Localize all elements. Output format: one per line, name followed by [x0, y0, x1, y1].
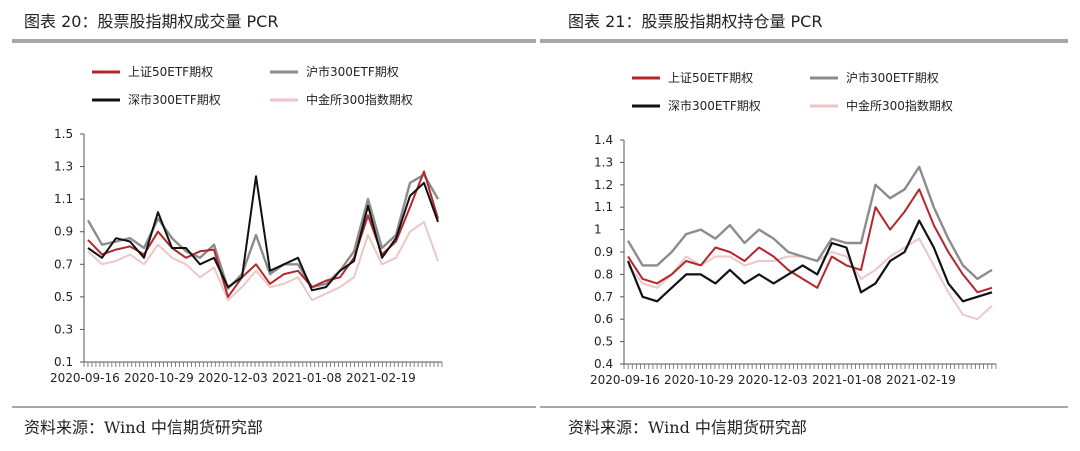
- source-note: 资料来源：Wind 中信期货研究部: [568, 418, 807, 437]
- x-tick-label: 2021-02-19: [346, 371, 416, 385]
- y-tick-label: 1.4: [594, 133, 613, 147]
- y-tick-label: 0.5: [54, 290, 73, 304]
- series-line: [87, 175, 439, 292]
- legend-item: 深市300ETF期权: [92, 92, 221, 107]
- legend-item: 沪市300ETF期权: [270, 64, 399, 79]
- y-tick-label: 0.7: [54, 257, 73, 271]
- legend-item: 上证50ETF期权: [92, 65, 213, 79]
- y-tick-label: 0.8: [594, 267, 613, 281]
- x-tick-label: 2021-02-19: [886, 373, 956, 387]
- chart-title: 图表 21：股票股指期权持仓量 PCR: [568, 12, 823, 31]
- y-tick-label: 0.5: [594, 335, 613, 349]
- legend-label: 沪市300ETF期权: [846, 70, 939, 85]
- y-tick-label: 1.1: [594, 200, 613, 214]
- y-tick-label: 1.3: [594, 155, 613, 169]
- source-note: 资料来源：Wind 中信期货研究部: [24, 418, 263, 437]
- series-line: [626, 219, 993, 303]
- x-tick-label: 2020-10-29: [664, 373, 734, 387]
- x-tick-label: 2020-09-16: [590, 373, 660, 387]
- y-tick-label: 0.7: [594, 290, 613, 304]
- y-tick-label: 0.9: [54, 225, 73, 239]
- series-line: [626, 165, 993, 281]
- y-tick-label: 0.3: [54, 322, 73, 336]
- legend-item: 沪市300ETF期权: [810, 70, 939, 85]
- x-tick-label: 2021-01-08: [272, 371, 342, 385]
- legend-label: 深市300ETF期权: [668, 98, 761, 113]
- y-tick-label: 1.5: [54, 127, 73, 141]
- legend-label: 上证50ETF期权: [128, 65, 213, 79]
- x-tick-label: 2020-12-03: [738, 373, 808, 387]
- y-tick-label: 1.1: [54, 192, 73, 206]
- legend-label: 上证50ETF期权: [668, 71, 753, 85]
- series-line: [87, 220, 439, 302]
- y-tick-label: 0.4: [594, 357, 613, 371]
- chart-title: 图表 20：股票股指期权成交量 PCR: [24, 12, 279, 31]
- legend-label: 中金所300指数期权: [846, 98, 953, 113]
- chart-panel-volume: 图表 20：股票股指期权成交量 PCR 上证50ETF期权 沪市300ETF期权深…: [12, 12, 536, 437]
- legend-label: 沪市300ETF期权: [306, 64, 399, 79]
- x-tick-label: 2020-09-16: [50, 371, 120, 385]
- legend-label: 中金所300指数期权: [306, 92, 413, 107]
- y-tick-label: 0.9: [594, 245, 613, 259]
- legend-item: 深市300ETF期权: [632, 98, 761, 113]
- y-tick-label: 0.6: [594, 312, 613, 326]
- title-divider: [12, 39, 536, 43]
- legend-item: 中金所300指数期权: [810, 98, 953, 113]
- x-tick-label: 2020-10-29: [124, 371, 194, 385]
- source-divider: [540, 406, 1068, 408]
- y-tick-label: 1.3: [54, 160, 73, 174]
- y-tick-label: 1.2: [594, 178, 613, 192]
- legend-label: 深市300ETF期权: [128, 92, 221, 107]
- y-tick-label: 1: [594, 223, 602, 237]
- legend-item: 中金所300指数期权: [270, 92, 413, 107]
- legend-item: 上证50ETF期权: [632, 71, 753, 85]
- x-tick-label: 2020-12-03: [198, 371, 268, 385]
- x-tick-label: 2021-01-08: [812, 373, 882, 387]
- y-tick-label: 0.1: [54, 355, 73, 369]
- title-divider: [540, 39, 1068, 43]
- source-divider: [12, 406, 536, 408]
- series-line: [86, 173, 440, 290]
- series-line: [627, 188, 993, 294]
- chart-panel-open-interest: 图表 21：股票股指期权持仓量 PCR 上证50ETF期权 沪市300ETF期权深…: [540, 0, 1080, 451]
